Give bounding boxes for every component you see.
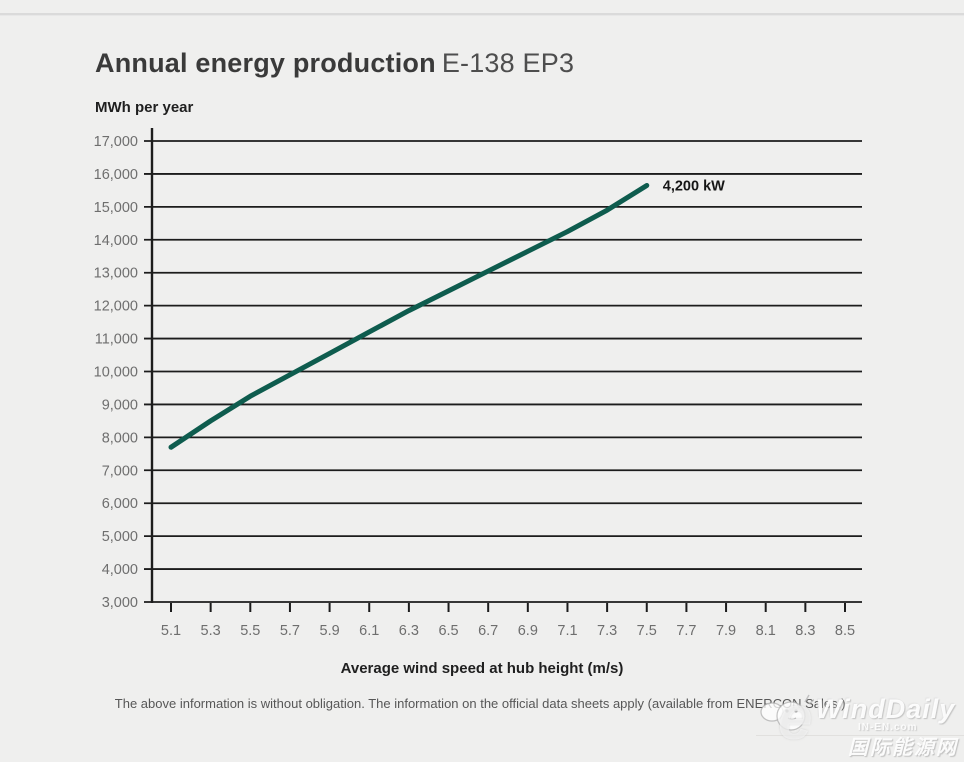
x-tick-label: 6.7 — [478, 623, 498, 639]
x-tick-label: 6.5 — [438, 623, 458, 639]
title-main: Annual energy production — [95, 48, 436, 78]
energy-curve — [168, 182, 650, 450]
y-tick-label: 7,000 — [102, 463, 138, 479]
x-tick-label: 5.5 — [240, 623, 260, 639]
y-tick-label: 5,000 — [102, 529, 138, 545]
x-tick-label: 7.1 — [557, 623, 577, 639]
y-tick-label: 4,000 — [102, 562, 138, 578]
x-tick-label: 7.5 — [637, 623, 657, 639]
x-tick-label: 5.7 — [280, 623, 300, 639]
watermark-divider — [756, 735, 964, 736]
x-axis-title: Average wind speed at hub height (m/s) — [340, 660, 624, 677]
y-tick-label: 17,000 — [94, 134, 138, 150]
x-tick-label: 5.1 — [161, 623, 181, 639]
x-tick-label: 7.7 — [676, 623, 696, 639]
y-tick-label: 14,000 — [94, 233, 138, 249]
watermark-site: IN-EN.com — [858, 722, 918, 733]
y-tick-label: 6,000 — [102, 496, 138, 512]
y-tick-label: 10,000 — [94, 365, 138, 381]
page-title: Annual energy production E-138 EP3 — [95, 48, 574, 79]
y-tick-label: 13,000 — [94, 266, 138, 282]
energy-production-chart: 3,000 4,000 5,000 6,000 7,000 8,000 9,000 10,00… — [94, 128, 862, 639]
disclaimer-text: The above information is without obligat… — [114, 696, 850, 711]
series-label: 4,200 kW — [663, 178, 725, 194]
watermark-chinese: 国际能源网 — [848, 737, 958, 759]
x-tick-label: 8.1 — [756, 623, 776, 639]
x-tick-label: 5.9 — [320, 623, 340, 639]
x-tick-label: 6.3 — [399, 623, 419, 639]
x-tick-label: 8.3 — [795, 623, 815, 639]
x-tick-label: 6.1 — [359, 623, 379, 639]
x-tick-label: 8.5 — [835, 623, 855, 639]
x-tick-label: 7.9 — [716, 623, 736, 639]
x-tick-label: 7.3 — [597, 623, 617, 639]
y-tick-label: 8,000 — [102, 430, 138, 446]
y-tick-label: 15,000 — [94, 200, 138, 216]
title-model: E-138 EP3 — [441, 48, 575, 78]
y-tick-label: 11,000 — [95, 332, 138, 348]
y-tick-label: 12,000 — [94, 299, 138, 315]
y-tick-label: 9,000 — [102, 397, 138, 413]
x-tick-label: 5.3 — [201, 623, 221, 639]
y-tick-label: 3,000 — [102, 595, 138, 611]
y-axis-title: MWh per year — [95, 99, 194, 116]
x-tick-label: 6.9 — [518, 623, 538, 639]
y-tick-label: 16,000 — [94, 167, 138, 183]
top-divider — [0, 13, 964, 16]
